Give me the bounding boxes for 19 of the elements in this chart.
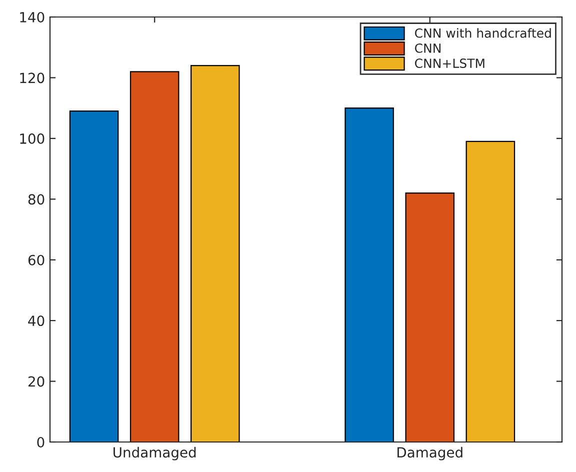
y-tick-label: 40 [28,316,44,326]
legend-label: CNN with handcrafted [414,28,551,38]
bar [69,110,119,442]
x-tick-label: Undamaged [114,446,196,460]
x-tick-label: Damaged [398,446,462,460]
y-tick-label: 60 [28,254,44,266]
y-tick-label: 20 [28,376,44,387]
bar [466,140,516,442]
bar [344,108,394,442]
legend-label: CNN [414,43,440,53]
y-tick-label: 120 [20,72,44,84]
y-tick-label: 80 [28,194,44,205]
bar [190,65,240,442]
y-tick-label: 0 [37,436,44,448]
legend-label: CNN+LSTM [414,58,484,68]
y-tick-label: 100 [20,133,44,144]
y-tick-label: 140 [20,12,44,22]
bar [130,71,180,442]
bar [405,192,455,442]
